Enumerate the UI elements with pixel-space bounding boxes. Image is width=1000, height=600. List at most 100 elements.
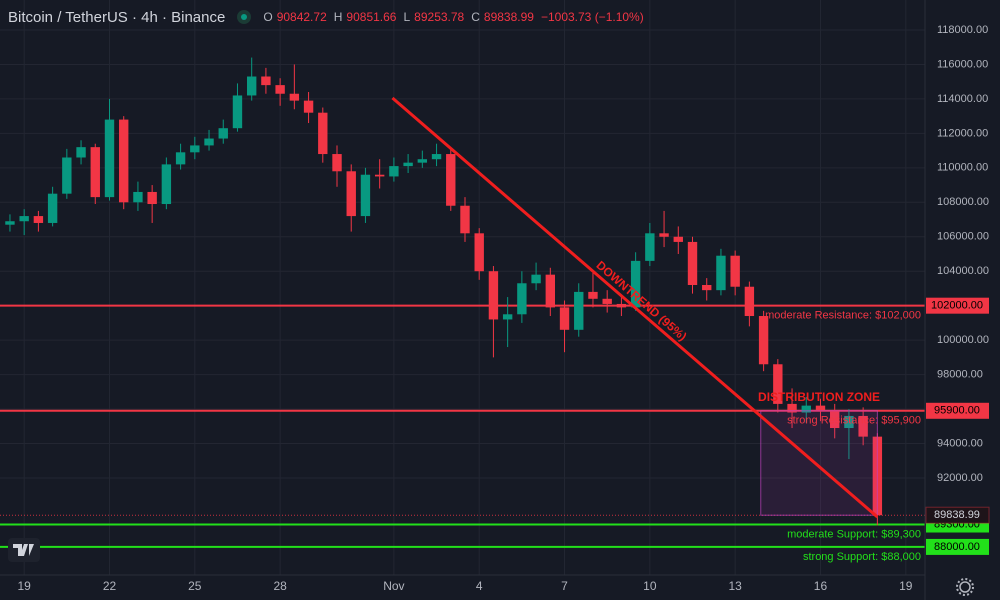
candles <box>5 57 883 526</box>
candle-body <box>858 415 868 437</box>
candle-body <box>502 314 513 320</box>
candle-body <box>616 303 627 308</box>
candle-body <box>773 364 783 404</box>
candle-body <box>673 236 683 242</box>
candle-body <box>374 174 385 177</box>
candle-body <box>261 76 271 86</box>
y-tick-label: 112000.00 <box>937 127 988 139</box>
candle-body <box>76 147 86 158</box>
candle-body <box>332 154 342 172</box>
candle-body <box>62 157 72 194</box>
axes: 92000.0094000.0096000.0098000.00100000.0… <box>17 24 990 593</box>
candle-body <box>246 76 257 96</box>
time-axis-bg <box>0 575 925 600</box>
zone-label: DISTRIBUTION ZONE <box>758 390 880 404</box>
candle-body <box>175 152 186 165</box>
change-value: −1003.73 (−1.10%) <box>540 10 644 24</box>
tv-logo[interactable] <box>8 538 40 562</box>
candle-body <box>687 241 698 286</box>
status-dot <box>237 10 252 24</box>
ohlc-key: H <box>333 10 343 24</box>
level-text: strong Support: $88,000 <box>803 551 921 563</box>
x-tick-label: 10 <box>643 579 657 593</box>
x-tick-label: 7 <box>561 579 568 593</box>
x-tick-label: 22 <box>103 579 117 593</box>
ohlc-value: 89253.78 <box>414 10 465 24</box>
x-tick-label: 19 <box>899 579 913 593</box>
candle-body <box>559 307 570 330</box>
distribution-zone <box>760 410 878 516</box>
candle-body <box>545 274 555 308</box>
ohlc-key: C <box>471 10 480 24</box>
candle-body <box>19 216 29 222</box>
candle-body <box>744 286 755 317</box>
candle-body <box>218 128 228 139</box>
candle-body <box>47 193 58 223</box>
candle-body <box>787 403 797 413</box>
x-tick-label: 16 <box>814 579 828 593</box>
header: Bitcoin / TetherUS · 4h · Binance O 90842… <box>8 7 647 27</box>
candle-body <box>730 255 740 287</box>
level-tag <box>926 297 989 314</box>
candle-body <box>716 255 726 291</box>
gear[interactable] <box>959 581 971 593</box>
status-dot-inner <box>241 14 248 20</box>
y-tick-label: 118000.00 <box>937 24 988 36</box>
candle-body <box>815 405 826 411</box>
last-price-label: 89838.99 <box>934 509 980 521</box>
candle-body <box>147 191 157 205</box>
candle-body <box>645 233 655 261</box>
y-tick-label: 92000.00 <box>937 472 983 484</box>
candle-body <box>801 405 811 413</box>
y-tick-label: 94000.00 <box>937 437 983 449</box>
candle-body <box>360 174 371 217</box>
y-tick-label: 100000.00 <box>937 334 989 346</box>
ohlc-key: L <box>403 10 411 24</box>
candle-body <box>474 233 484 272</box>
y-tick-label: 98000.00 <box>937 369 983 381</box>
level-text: strong Resistance: $95,900 <box>787 415 921 427</box>
candle-body <box>232 95 243 129</box>
level-tag-label: 88000.00 <box>934 541 980 553</box>
candle-body <box>119 119 129 203</box>
candle-body <box>588 291 598 299</box>
candle-body <box>133 191 143 203</box>
settings-icon[interactable] <box>956 578 974 596</box>
candle-body <box>446 154 456 206</box>
candle-body <box>702 285 712 291</box>
candle-body <box>346 171 356 217</box>
x-tick-label: Nov <box>383 579 404 593</box>
level-text: moderate Resistance: $102,000 <box>765 310 921 322</box>
candle-body <box>104 119 115 198</box>
candle-body <box>289 93 300 101</box>
level-tag-label: 95900.00 <box>934 405 980 417</box>
candle-body <box>630 260 641 308</box>
level-tag-label: 102000.00 <box>931 300 983 312</box>
y-tick-label: 110000.00 <box>937 162 988 174</box>
x-tick-label: 19 <box>17 579 31 593</box>
y-tick-label: 104000.00 <box>937 265 989 277</box>
candle-body <box>318 112 328 155</box>
ohlc-value: 90842.72 <box>276 10 327 24</box>
symbol-title: Bitcoin / TetherUS · 4h · Binance <box>8 8 226 26</box>
last-price-tag <box>925 506 990 524</box>
candle-body <box>275 85 285 94</box>
candle-body <box>758 316 769 365</box>
x-tick-label: 13 <box>728 579 742 593</box>
ohlc-value: 90851.66 <box>346 10 397 24</box>
gear-teeth <box>956 578 974 596</box>
y-tick-label: 106000.00 <box>937 231 989 243</box>
level-text: moderate Support: $89,300 <box>787 528 921 540</box>
candle-body <box>417 159 428 163</box>
level-tag <box>926 538 989 555</box>
candle-body <box>844 415 854 429</box>
candle-body <box>659 233 669 237</box>
logo-mark <box>13 544 34 556</box>
candle-body <box>488 271 499 320</box>
candle-body <box>531 274 541 284</box>
x-tick-label: 28 <box>273 579 287 593</box>
candle-body <box>204 138 214 146</box>
